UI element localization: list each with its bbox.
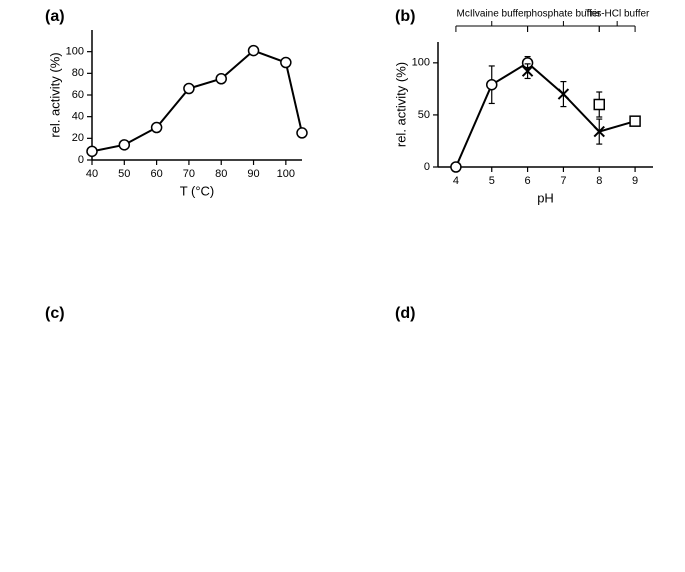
panel-d-label: (d): [395, 305, 415, 323]
panel-c-label: (c): [45, 305, 65, 323]
chart-d: 0123456020406080100time (h)rel. activity…: [0, 0, 685, 300]
